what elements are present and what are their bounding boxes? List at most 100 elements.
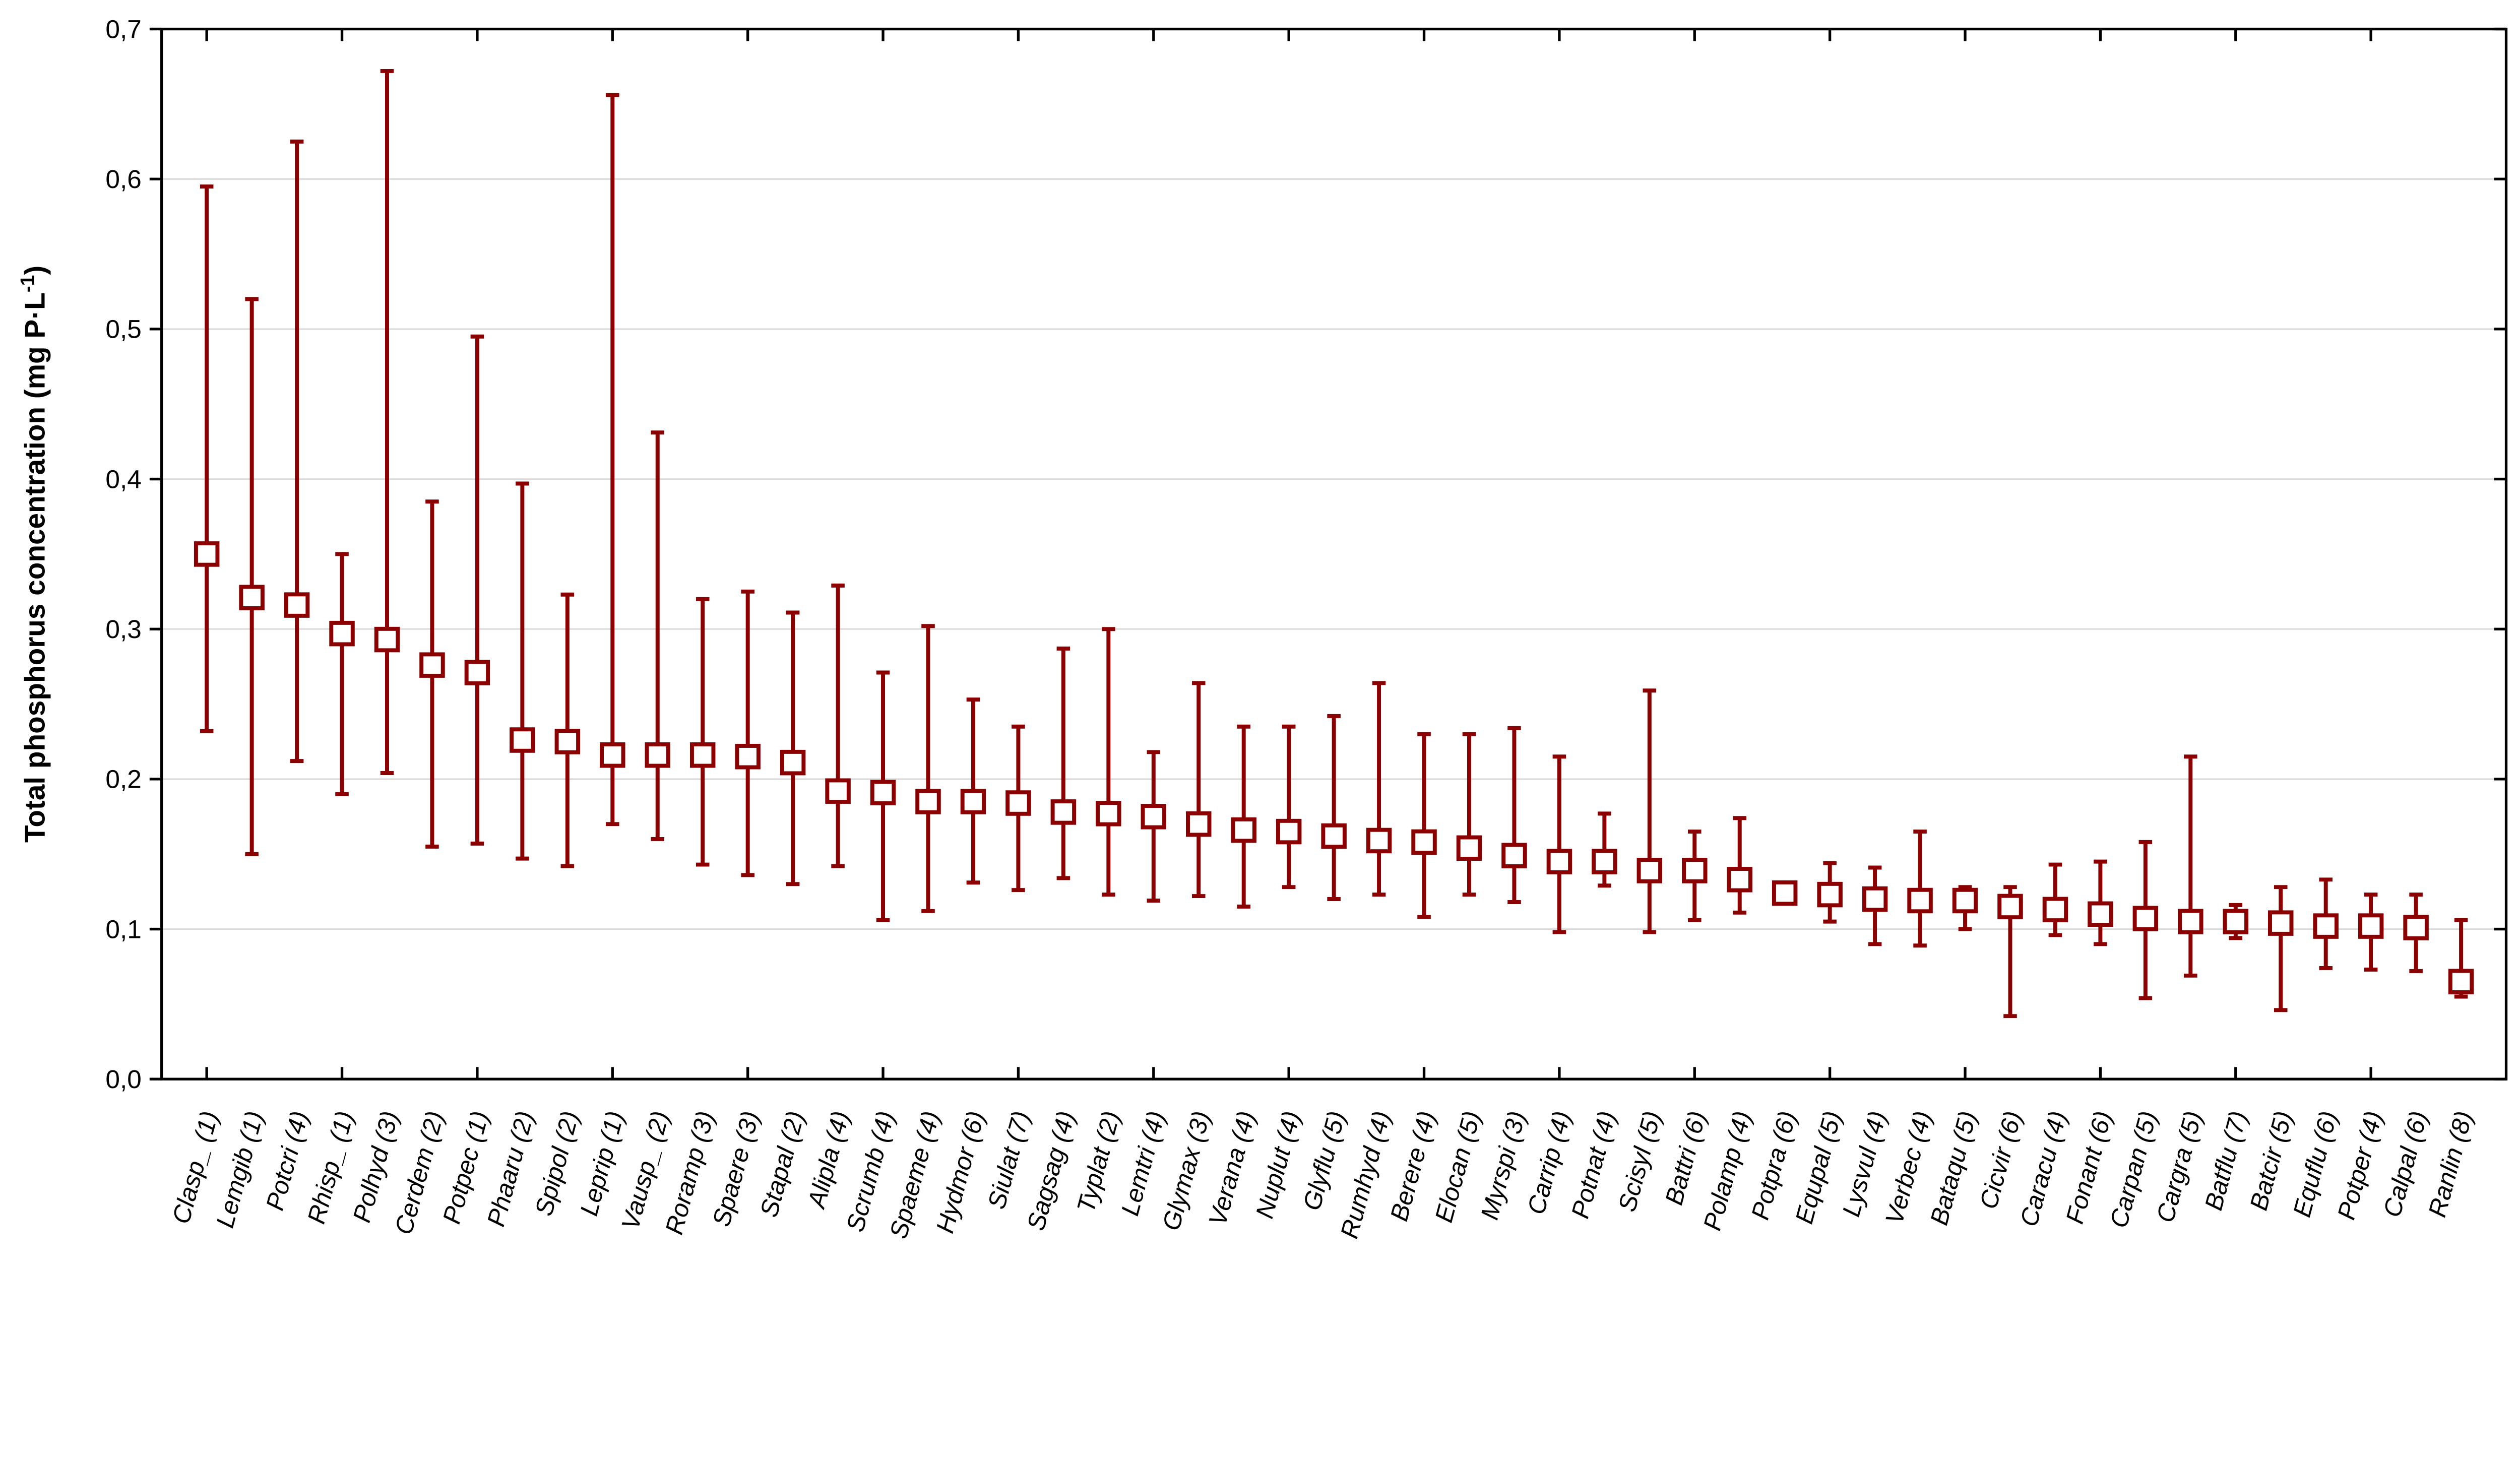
mean-marker — [645, 742, 670, 768]
x-category-label: Battri (6) — [1660, 1108, 1712, 1208]
mean-marker — [960, 789, 986, 814]
mean-marker — [194, 541, 220, 567]
error-bar-point — [780, 610, 806, 886]
mean-marker — [329, 620, 355, 647]
error-bar-point — [2088, 859, 2113, 946]
mean-marker — [735, 743, 761, 770]
error-bar-point — [689, 597, 716, 867]
error-bar-point — [194, 184, 220, 733]
y-axis-title: Total phosphorus concentration (mg P·L-1… — [17, 266, 51, 843]
mean-marker — [1366, 828, 1392, 854]
x-category-label: Leprip (1) — [575, 1108, 629, 1219]
error-bar-point — [1231, 724, 1256, 909]
mean-marker — [1141, 804, 1167, 830]
y-tick-label: 0,2 — [105, 765, 141, 794]
error-bar-point — [870, 670, 896, 922]
mean-marker — [2132, 906, 2159, 931]
error-bar-point — [329, 552, 355, 796]
mean-marker — [780, 749, 806, 776]
error-bar-point — [1321, 714, 1347, 901]
y-tick-label: 0,7 — [105, 14, 141, 43]
x-category-label: Ranlin (8) — [2423, 1108, 2478, 1220]
y-tick-label: 0,1 — [105, 914, 141, 943]
errorbar-chart: 0,0 0,1 0,2 0,3 0,4 0,5 0,6 0,7 Clasp_ (1)Lemgi… — [17, 14, 2508, 1242]
error-bar-point — [284, 139, 310, 764]
mean-marker — [1096, 801, 1121, 827]
x-category-label: Scisyl (5) — [1613, 1108, 1667, 1215]
error-bar-point — [1636, 688, 1663, 934]
x-category-label: Spipol (2) — [529, 1108, 584, 1219]
error-bar-point — [510, 481, 535, 861]
mean-marker — [419, 652, 445, 678]
x-category-label: Alipla (4) — [802, 1108, 855, 1212]
error-bar-point — [1456, 732, 1482, 897]
mean-marker — [1546, 849, 1572, 874]
mean-marker — [1411, 829, 1437, 855]
error-bar-point — [374, 69, 400, 775]
error-bar-point — [1096, 627, 1121, 897]
mean-marker — [1727, 867, 1752, 893]
mean-marker — [915, 789, 941, 814]
x-category-label: Cicvir (6) — [1974, 1108, 2027, 1212]
error-bar-point — [1592, 811, 1617, 888]
mean-marker — [2358, 913, 2384, 939]
mean-marker — [2403, 915, 2429, 940]
x-category-label: Batflu (7) — [2199, 1108, 2252, 1214]
error-bar-point — [2223, 903, 2249, 940]
mean-marker — [2088, 901, 2113, 927]
error-bar-point — [915, 624, 941, 913]
error-bar-point — [2178, 754, 2203, 978]
error-bar-point — [1005, 724, 1031, 893]
error-bar-point — [2403, 893, 2429, 973]
mean-marker — [1997, 894, 2023, 920]
plot-frame — [160, 27, 2508, 1081]
error-bar-point — [1050, 646, 1077, 880]
x-category-label: Lemtri (4) — [1115, 1108, 1170, 1219]
y-tick-label: 0,5 — [105, 314, 141, 344]
mean-marker — [239, 585, 265, 610]
error-bar-point — [1682, 830, 1708, 922]
mean-marker — [1772, 880, 1798, 906]
error-bar-point — [2448, 918, 2474, 999]
error-bar-point — [1546, 754, 1572, 934]
x-tick-labels: Clasp_ (1)Lemgib (1)Potcri (4)Rhisp_ (1)… — [167, 1108, 2478, 1242]
y-tick-label: 0,6 — [105, 164, 141, 194]
x-category-label: Calpal (6) — [2378, 1108, 2433, 1220]
error-bar-point — [1276, 724, 1302, 890]
mean-marker — [2267, 910, 2294, 936]
y-tick-label: 0,3 — [105, 614, 141, 644]
mean-marker — [1501, 843, 1527, 868]
error-bar-point — [1772, 880, 1798, 906]
mean-marker — [2042, 897, 2068, 923]
error-bar-point — [2042, 862, 2068, 937]
error-bar-point — [1952, 885, 1978, 931]
mean-marker — [1456, 835, 1482, 861]
chart-page: 0,0 0,1 0,2 0,3 0,4 0,5 0,6 0,7 Clasp_ (1) Lemgi… — [17, 14, 2508, 1242]
error-bar-point — [1141, 750, 1167, 903]
error-bar-point — [1817, 861, 1843, 924]
error-bar-point — [825, 583, 851, 868]
mean-marker — [1321, 823, 1347, 849]
error-bar-point — [2358, 893, 2384, 972]
gridlines — [161, 178, 2506, 930]
x-category-label: Carrip (4) — [1522, 1108, 1576, 1218]
mean-marker — [1005, 790, 1031, 816]
mean-marker — [689, 742, 716, 768]
error-bar-point — [1501, 726, 1527, 904]
error-bar-point — [1997, 885, 2023, 1019]
frame-rect — [160, 27, 2508, 1081]
mean-marker — [825, 778, 851, 804]
mean-marker — [464, 660, 490, 685]
error-bar-point — [1727, 816, 1752, 915]
error-bar-point — [1862, 865, 1888, 946]
mean-marker — [1592, 849, 1617, 874]
y-axis-title-text: Total phosphorus concentration (mg P·L-1… — [17, 266, 51, 843]
mean-marker — [1952, 887, 1978, 914]
mean-marker — [2313, 913, 2339, 939]
x-category-label: Potcri (4) — [261, 1108, 314, 1214]
error-bar-point — [1366, 681, 1392, 897]
x-category-label: Siulat (7) — [982, 1108, 1035, 1212]
mean-marker — [1862, 886, 1888, 912]
axis-ticks — [149, 27, 2506, 1081]
mean-marker — [2223, 909, 2249, 934]
